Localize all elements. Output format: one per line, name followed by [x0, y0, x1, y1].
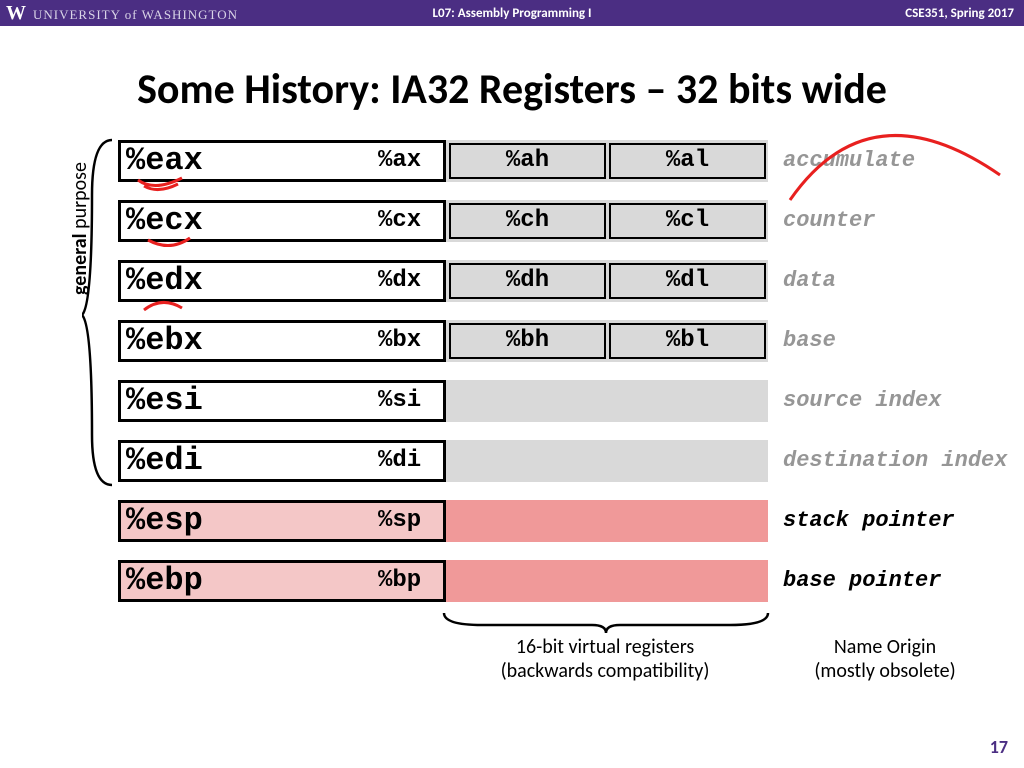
register-16bit-box: %ah%al [443, 140, 768, 182]
register-32bit-name: %eax [126, 140, 203, 182]
label-name-origin: Name Origin(mostly obsolete) [775, 635, 995, 683]
register-16bit-box: %ch%cl [443, 200, 768, 242]
register-16bit-name: %sp [378, 500, 421, 542]
register-origin-name: base pointer [783, 560, 941, 602]
register-32bit-name: %ecx [126, 200, 203, 242]
register-32bit-name: %esp [126, 500, 203, 542]
register-16bit-box: %dh%dl [443, 260, 768, 302]
register-rows: %eax%ax%ah%alaccumulate%ecx%cx%ch%clcoun… [118, 140, 768, 620]
register-8bit-low: %dl [609, 263, 766, 299]
register-32bit-name: %ebx [126, 320, 203, 362]
course-term: CSE351, Spring 2017 [905, 6, 1014, 21]
register-origin-name: base [783, 320, 836, 362]
university-wordmark: WUNIVERSITY of WASHINGTON [0, 2, 238, 25]
register-16bit-box: %bh%bl [443, 320, 768, 362]
register-16bit-name: %si [378, 380, 421, 422]
register-8bit-high: %ch [449, 203, 606, 239]
general-purpose-label: general purpose [68, 162, 92, 295]
register-16bit-name: %bx [378, 320, 421, 362]
register-row: %esp%spstack pointer [118, 500, 768, 542]
register-32bit-name: %esi [126, 380, 203, 422]
register-row: %ebx%bx%bh%blbase [118, 320, 768, 362]
register-origin-name: counter [783, 200, 875, 242]
register-origin-name: accumulate [783, 140, 915, 182]
register-16bit-name: %di [378, 440, 421, 482]
register-16bit-name: %cx [378, 200, 421, 242]
register-16bit-box [443, 560, 768, 602]
register-row: %edi%didestination index [118, 440, 768, 482]
lecture-title: L07: Assembly Programming I [432, 6, 591, 21]
register-16bit-box [443, 500, 768, 542]
register-16bit-name: %dx [378, 260, 421, 302]
register-32bit-name: %ebp [126, 560, 203, 602]
register-32bit-name: %edx [126, 260, 203, 302]
label-16bit-registers: 16-bit virtual registers(backwards compa… [440, 635, 770, 683]
slide-header: WUNIVERSITY of WASHINGTON L07: Assembly … [0, 0, 1024, 26]
register-origin-name: stack pointer [783, 500, 955, 542]
register-8bit-low: %bl [609, 323, 766, 359]
register-origin-name: data [783, 260, 836, 302]
register-row: %esi%sisource index [118, 380, 768, 422]
register-row: %edx%dx%dh%dldata [118, 260, 768, 302]
register-8bit-high: %bh [449, 323, 606, 359]
register-32bit-name: %edi [126, 440, 203, 482]
register-row: %ecx%cx%ch%clcounter [118, 200, 768, 242]
register-8bit-low: %cl [609, 203, 766, 239]
register-origin-name: destination index [783, 440, 1007, 482]
register-row: %eax%ax%ah%alaccumulate [118, 140, 768, 182]
register-8bit-high: %dh [449, 263, 606, 299]
page-number: 17 [990, 736, 1008, 758]
register-16bit-box [443, 440, 768, 482]
register-8bit-low: %al [609, 143, 766, 179]
slide-title: Some History: IA32 Registers – 32 bits w… [0, 64, 1024, 115]
register-16bit-box [443, 380, 768, 422]
register-8bit-high: %ah [449, 143, 606, 179]
register-origin-name: source index [783, 380, 941, 422]
register-16bit-name: %ax [378, 140, 421, 182]
register-16bit-name: %bp [378, 560, 421, 602]
register-row: %ebp%bpbase pointer [118, 560, 768, 602]
